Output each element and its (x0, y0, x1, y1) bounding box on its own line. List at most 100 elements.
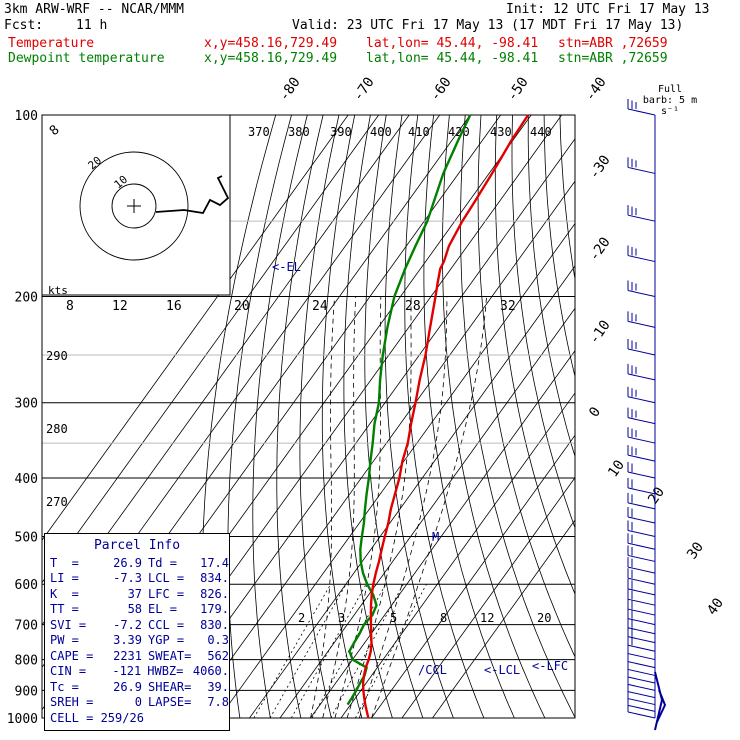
mixing-ratio-line (269, 584, 347, 718)
isotherm-label: 0 (586, 404, 604, 420)
dry-adiabat-line (607, 115, 740, 718)
wind-barb (627, 502, 656, 510)
dry-adiabat-label: 400 (370, 125, 392, 139)
wind-barb (627, 554, 656, 562)
wind-barb (627, 487, 656, 495)
dry-adiabat-line (442, 115, 546, 718)
legend-temperature: Temperature (8, 36, 95, 51)
dry-adiabat-label: 390 (330, 125, 352, 139)
wind-barb (627, 516, 656, 524)
pressure-tick-label: 800 (15, 654, 38, 669)
isotherm-label: -80 (276, 74, 304, 104)
dry-adiabat-line (511, 115, 575, 529)
parcel-key: LFC = (148, 586, 185, 601)
hodograph-ring (111, 183, 157, 229)
isotherm-line (188, 180, 575, 718)
parcel-value: -7.2 (113, 617, 143, 632)
parcel-value: 39. (207, 679, 229, 694)
dry-adiabat-line (299, 115, 340, 718)
wind-barb (627, 566, 656, 574)
isotherm-line (42, 115, 379, 584)
parcel-key: LAPSE= (148, 695, 192, 709)
parcel-key: HWBZ= (147, 664, 184, 678)
isotherm-line (310, 349, 575, 718)
isotherm-line (42, 115, 349, 541)
pressure-tick-label: 900 (15, 684, 38, 699)
dry-adiabat-label: 370 (248, 125, 270, 139)
parcel-value: 26.9 (113, 555, 143, 570)
dry-adiabat-label: 290 (46, 349, 68, 363)
dry-adiabat-line (252, 115, 308, 718)
init-time: Init: 12 UTC Fri 17 May 13 (506, 2, 710, 17)
parcel-info-panel: Parcel Info T = 26.9 Td = 17.4 LI = -7.3 LCL =… (44, 533, 230, 731)
moist-adiabat-line (371, 296, 487, 718)
isotherm-line (279, 307, 575, 718)
parcel-row: LI = -7.3 LCL = 834. (45, 571, 229, 587)
dry-adiabat-line (527, 115, 575, 458)
mixing-ratio-label: 2 (298, 611, 305, 625)
dry-adiabat-label: 440 (530, 125, 552, 139)
plot-frame (41, 114, 576, 719)
isotherm-line (218, 222, 575, 718)
wind-barb (627, 691, 656, 699)
dry-adiabat-label: 270 (46, 495, 68, 509)
isotherm-label: 20 (645, 484, 668, 507)
wind-barb (627, 644, 656, 652)
valid-time: Valid: 23 UTC Fri 17 May 13 (17 MDT Fri … (292, 18, 684, 33)
pressure-tick-label: 500 (15, 530, 38, 545)
wind-barb (627, 618, 656, 626)
parcel-value: -121 (112, 664, 142, 678)
wind-barb (627, 436, 656, 444)
isotherm-label: -40 (582, 74, 610, 104)
parcel-value: 0.3 (207, 633, 229, 647)
hodograph-ring-label: 24 (312, 299, 328, 314)
dry-adiabat-label: 410 (408, 125, 430, 139)
isotherm-label: 30 (684, 539, 707, 562)
wind-barb (627, 676, 656, 684)
hodograph-ring-label: 16 (166, 299, 182, 314)
pressure-tick-label: 200 (15, 291, 38, 306)
hodograph-trace (155, 175, 230, 214)
isotherm-label: 10 (605, 457, 628, 480)
wind-barb (627, 542, 656, 550)
isotherm-label: -70 (350, 74, 378, 104)
temp-station: stn=ABR ,72659 (558, 36, 668, 51)
wind-barb (627, 577, 656, 585)
parcel-value: 562 (207, 648, 229, 663)
temp-latlon: lat,lon= 45.44, -98.41 (366, 36, 539, 51)
dry-adiabat-line (623, 115, 740, 718)
wind-barb (627, 711, 656, 719)
parcel-value: 834. (200, 571, 229, 585)
wind-barb (627, 627, 656, 635)
parcel-info-title: Parcel Info (93, 538, 181, 553)
wind-barb (627, 471, 656, 479)
parcel-key: SREH = (50, 695, 94, 709)
hodograph-ring (79, 151, 189, 261)
parcel-key: EL = (148, 602, 177, 616)
parcel-key: YGP = (148, 633, 185, 647)
wind-barb (627, 698, 656, 706)
mixing-ratio-label: 5 (390, 611, 397, 625)
isotherm-label: -60 (427, 74, 455, 104)
dry-adiabat-label: 430 (490, 125, 512, 139)
isotherm-label: -20 (586, 234, 614, 264)
dry-adiabat-label: 280 (46, 422, 68, 436)
hodograph-units-label: kts (48, 284, 68, 297)
pressure-tick-label: 300 (15, 397, 38, 412)
hodograph-ring-label: 20 (234, 299, 250, 314)
parcel-key: T = (50, 555, 79, 570)
parcel-key: Tc = (50, 679, 79, 694)
wind-barb (627, 588, 656, 596)
parcel-row: T = 26.9 Td = 17.4 (45, 556, 229, 572)
forecast-label: Fcst: (4, 18, 44, 33)
parcel-value: 830. (200, 617, 229, 632)
isotherm-line (340, 392, 575, 718)
forecast-hour: 11 h (76, 18, 108, 33)
temp-xy: x,y=458.16,729.49 (204, 36, 338, 51)
wind-barb (627, 320, 656, 328)
dry-adiabat-label: 380 (288, 125, 310, 139)
parcel-row: CIN = -121 HWBZ= 4060. (45, 664, 229, 680)
dry-adiabat-line (494, 115, 575, 595)
wind-barb (627, 598, 656, 606)
